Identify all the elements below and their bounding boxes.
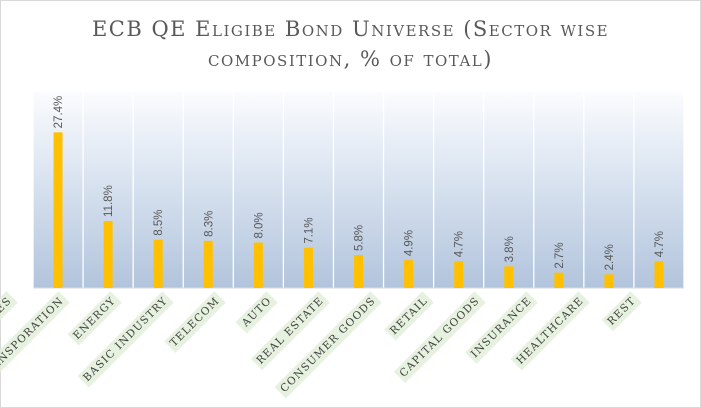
category-label: REST bbox=[605, 295, 638, 328]
bar bbox=[53, 132, 63, 288]
value-label: 8.5% bbox=[153, 209, 165, 235]
bar bbox=[153, 239, 163, 288]
chart-title-line-1: ECB QE Eligibe Bond Universe (Sector wis… bbox=[91, 17, 610, 41]
category-label: AUTO bbox=[239, 295, 274, 330]
value-label: 2.4% bbox=[604, 244, 616, 270]
category-highlight bbox=[384, 291, 434, 341]
category-label: ENERGY bbox=[71, 295, 118, 342]
category-tick: REST bbox=[601, 291, 642, 332]
category-highlight bbox=[77, 291, 174, 388]
value-label: 4.7% bbox=[654, 231, 666, 257]
category-highlight bbox=[274, 291, 382, 399]
value-label: 7.1% bbox=[303, 217, 315, 243]
value-label: 2.7% bbox=[554, 242, 566, 268]
bar bbox=[103, 220, 113, 288]
category-tick: CONSUMER GOODS bbox=[274, 291, 382, 399]
value-label: 8.0% bbox=[253, 212, 265, 238]
category-tick: ENERGY bbox=[67, 291, 122, 346]
bar bbox=[203, 240, 213, 288]
category-tick: BASIC INDUSTRY bbox=[77, 291, 174, 388]
bar bbox=[554, 272, 564, 288]
value-labels: 27.4% 11.8% 8.5% 8.3% 8.0% 7.1% 5.8% 4.9% 4.7% 3.… bbox=[53, 96, 666, 271]
category-label: RETAIL bbox=[388, 295, 430, 337]
category-highlight bbox=[465, 291, 538, 364]
value-label: 4.9% bbox=[404, 230, 416, 256]
bars bbox=[53, 132, 664, 288]
category-label: CONSUMER GOODS bbox=[278, 295, 378, 395]
bar bbox=[354, 255, 363, 288]
bar bbox=[303, 247, 313, 288]
value-label: 3.8% bbox=[504, 236, 516, 262]
gridlines bbox=[32, 92, 685, 289]
value-label: 11.8% bbox=[103, 185, 115, 217]
bar bbox=[504, 266, 514, 288]
category-highlight bbox=[0, 291, 70, 388]
bar bbox=[654, 261, 664, 288]
category-highlight bbox=[67, 291, 122, 346]
chart-title-line-2: composition, % of total) bbox=[208, 47, 493, 71]
bar bbox=[404, 260, 414, 288]
category-tick: TELECOM bbox=[164, 291, 226, 353]
category-highlight bbox=[601, 291, 642, 332]
category-tick: RETAIL bbox=[384, 291, 434, 341]
category-tick: AUTO bbox=[235, 291, 278, 334]
bar bbox=[604, 274, 614, 288]
category-highlight bbox=[250, 291, 330, 371]
chart-title: ECB QE Eligibe Bond Universe (Sector wis… bbox=[0, 14, 701, 74]
category-tick: CAPITAL GOODS bbox=[393, 291, 486, 384]
value-label: 4.7% bbox=[454, 231, 466, 257]
value-label: 27.4% bbox=[53, 96, 65, 129]
category-label: TELECOM bbox=[168, 295, 223, 350]
category-highlight bbox=[164, 291, 226, 353]
value-label: 8.3% bbox=[203, 211, 215, 237]
category-highlight bbox=[235, 291, 278, 334]
category-highlight bbox=[0, 291, 18, 355]
category-highlight bbox=[393, 291, 486, 384]
bar bbox=[253, 242, 263, 288]
value-label: 5.8% bbox=[354, 225, 366, 251]
bar bbox=[454, 261, 464, 288]
category-highlight bbox=[510, 291, 590, 371]
